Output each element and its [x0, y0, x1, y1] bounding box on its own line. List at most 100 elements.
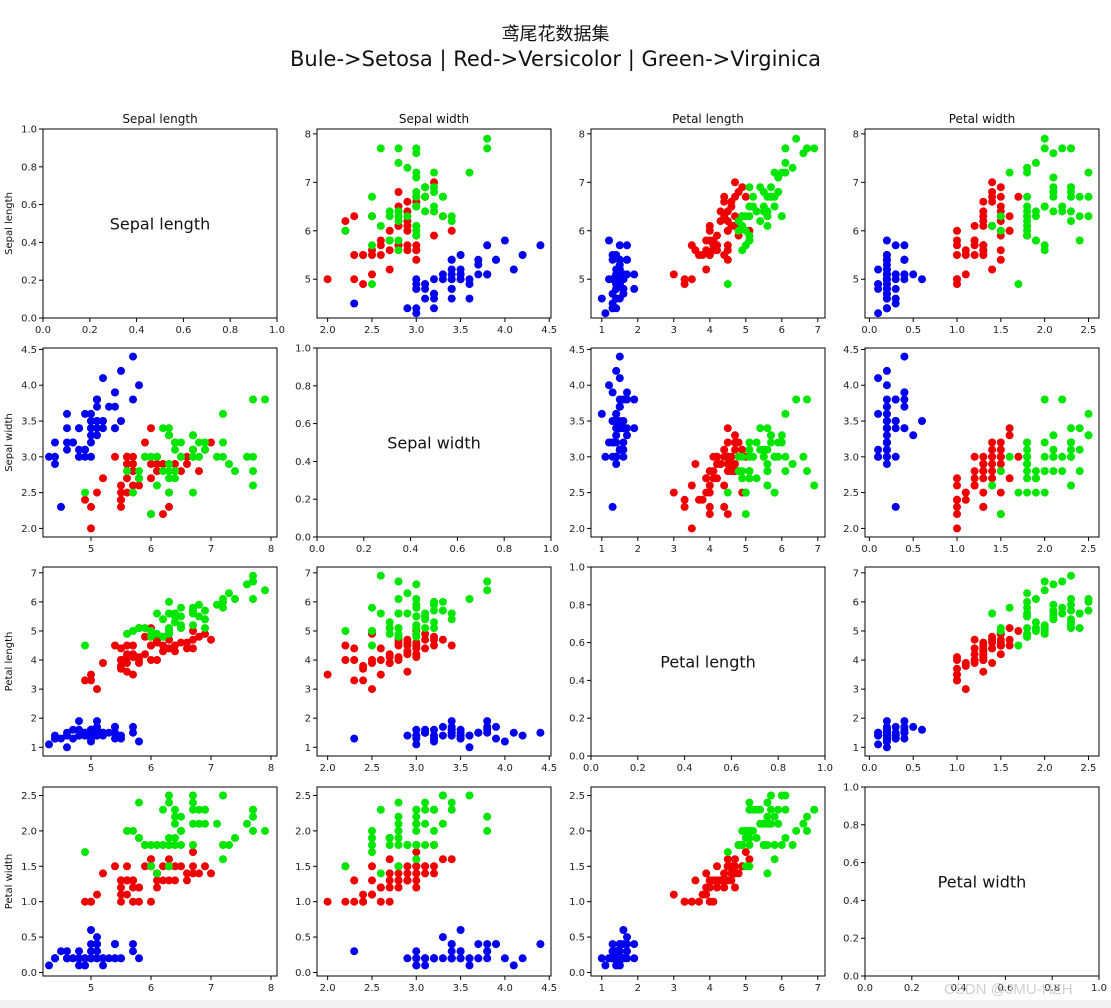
point-versicolor-34	[412, 255, 421, 264]
point-virginica-48	[756, 805, 765, 814]
point-virginica-47	[412, 202, 421, 211]
point-versicolor-32	[385, 883, 394, 892]
point-virginica-32	[1058, 609, 1067, 618]
x-tick-label: 0.4	[951, 983, 967, 994]
point-versicolor-32	[385, 659, 394, 667]
point-virginica-21	[394, 246, 403, 255]
point-virginica-19	[341, 627, 350, 635]
subplot-r3-c0: 5 6 7 8 0.0 0.5 1.0 1.5 2.0 2.5 Petal width	[4, 786, 278, 994]
point-setosa-16	[492, 734, 500, 743]
axes-frame	[316, 566, 552, 757]
point-versicolor-21	[705, 221, 714, 230]
point-setosa-32	[874, 265, 883, 274]
point-versicolor-8	[183, 460, 191, 468]
point-setosa-15	[129, 352, 137, 361]
point-versicolor-40	[970, 644, 979, 653]
point-virginica-21	[738, 826, 747, 835]
point-setosa-40	[87, 947, 95, 956]
point-virginica-8	[1023, 192, 1032, 201]
point-setosa-23	[909, 270, 918, 279]
point-setosa-48	[882, 260, 891, 269]
point-versicolor-4	[177, 862, 185, 871]
y-tick-label: 2.5	[569, 488, 585, 499]
point-virginica-37	[421, 841, 430, 849]
y-tick-label: 1.5	[569, 862, 585, 873]
point-setosa-25	[87, 452, 95, 461]
point-versicolor-40	[720, 251, 729, 259]
point-versicolor-11	[141, 862, 149, 871]
point-setosa-29	[69, 438, 77, 447]
x-tick-label: 0.6	[175, 325, 191, 336]
y-tick-label: 2	[305, 714, 311, 725]
x-tick-label: 0.2	[904, 983, 920, 994]
point-versicolor-0	[207, 869, 215, 878]
point-virginica-39	[756, 445, 765, 454]
point-setosa-29	[69, 954, 77, 963]
point-virginica-9	[1084, 168, 1093, 177]
point-versicolor-10	[87, 670, 95, 679]
point-virginica-49	[412, 624, 421, 633]
axes-frame	[590, 347, 826, 538]
point-setosa-44	[900, 270, 909, 279]
point-setosa-45	[75, 731, 83, 740]
point-setosa-29	[619, 438, 628, 447]
point-setosa-8	[403, 954, 412, 963]
point-virginica-7	[403, 589, 412, 598]
y-tick-label: 3	[853, 685, 859, 696]
point-virginica-39	[201, 819, 209, 828]
point-setosa-30	[75, 445, 83, 454]
point-virginica-29	[412, 855, 421, 864]
point-virginica-32	[763, 812, 772, 821]
point-virginica-41	[201, 624, 209, 633]
point-setosa-41	[608, 502, 617, 511]
point-setosa-16	[608, 388, 617, 397]
point-virginica-45	[189, 621, 197, 630]
point-setosa-23	[623, 933, 631, 942]
point-virginica-39	[421, 615, 430, 624]
point-versicolor-49	[129, 653, 137, 662]
point-setosa-47	[430, 954, 438, 963]
point-setosa-44	[93, 940, 101, 949]
point-virginica-4	[412, 812, 421, 821]
point-setosa-38	[412, 304, 421, 313]
point-virginica-11	[171, 834, 179, 842]
point-virginica-33	[394, 624, 403, 633]
x-tick-label: 3.0	[408, 763, 424, 774]
point-setosa-48	[615, 402, 624, 411]
point-versicolor-45	[412, 650, 421, 659]
point-versicolor-7	[359, 280, 368, 289]
point-versicolor-46	[403, 241, 412, 250]
point-virginica-11	[1031, 618, 1040, 627]
point-versicolor-48	[368, 890, 376, 899]
point-versicolor-31	[953, 664, 961, 673]
point-setosa-13	[45, 452, 53, 461]
point-setosa-8	[51, 460, 59, 468]
point-virginica-34	[153, 481, 161, 490]
point-versicolor-49	[709, 876, 718, 885]
point-virginica-23	[165, 841, 173, 849]
point-versicolor-45	[129, 452, 137, 461]
x-tick-label: 0.2	[82, 325, 98, 336]
point-virginica-43	[195, 805, 203, 814]
y-tick-label: 3.5	[21, 417, 37, 428]
point-virginica-17	[1058, 395, 1067, 404]
x-tick-label: 1	[599, 325, 605, 336]
point-virginica-35	[781, 144, 790, 153]
point-virginica-31	[261, 395, 269, 404]
y-tick-label: 4	[305, 656, 311, 667]
y-tick-label: 2	[853, 714, 859, 725]
point-versicolor-20	[141, 632, 149, 641]
point-virginica-43	[774, 438, 783, 447]
point-versicolor-23	[153, 883, 161, 892]
point-versicolor-30	[961, 495, 970, 504]
point-setosa-44	[900, 717, 909, 726]
point-setosa-40	[456, 734, 465, 743]
point-virginica-26	[394, 841, 403, 849]
point-versicolor-12	[953, 510, 961, 519]
point-setosa-33	[117, 366, 125, 375]
subplot-r2-c2: Petal length 0.0 0.2 0.4 0.6 0.8 1.0 0.0 0.2 0.4 0…	[569, 563, 833, 775]
point-virginica-46	[1031, 212, 1040, 221]
point-setosa-13	[874, 309, 883, 318]
point-virginica-23	[385, 629, 394, 638]
point-virginica-23	[165, 474, 173, 483]
